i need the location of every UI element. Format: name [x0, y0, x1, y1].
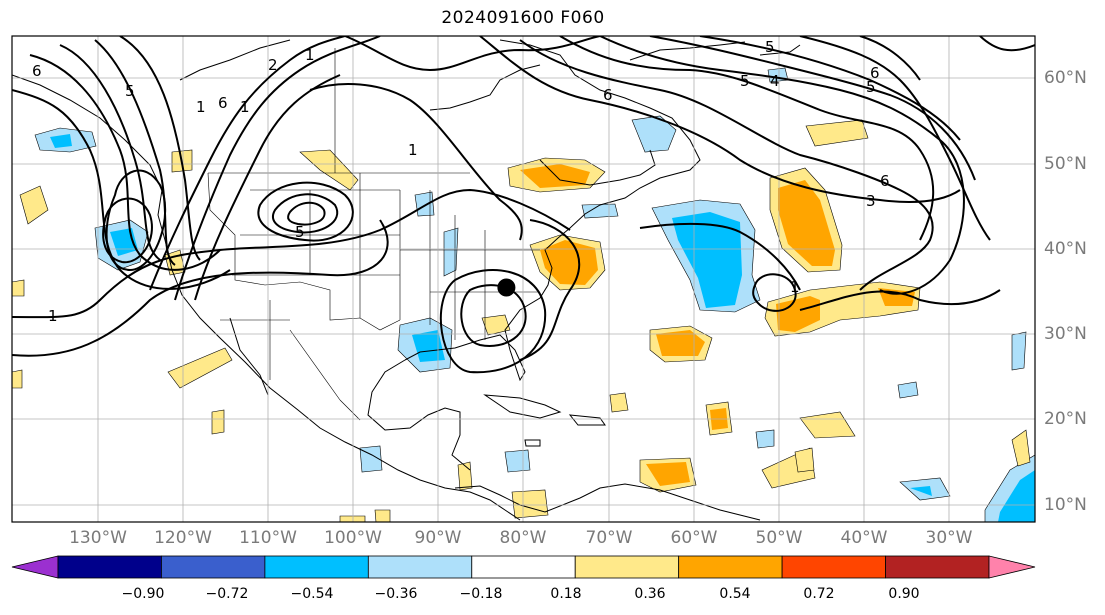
colorbar-tick-label: 0.54 [719, 586, 751, 602]
colorbar-tick-label: −0.18 [459, 586, 503, 602]
contour-label: 2 [268, 56, 278, 74]
lat-label: 50°N [1044, 154, 1087, 174]
colorbar-swatch [885, 555, 990, 579]
lat-label: 10°N [1044, 495, 1087, 515]
lat-label: 30°N [1044, 324, 1087, 344]
lon-label: 40°W [840, 528, 888, 548]
colorbar-swatch [161, 555, 266, 579]
colorbar [11, 555, 1036, 579]
colorbar-swatch [574, 555, 680, 579]
lat-label: 40°N [1044, 239, 1087, 259]
colorbar-tick-label: 0.36 [634, 586, 666, 602]
contour-label: 5 [125, 82, 135, 100]
colorbar-tick-label: −0.54 [290, 586, 334, 602]
colorbar-extend-min [11, 555, 59, 579]
colorbar-swatch [781, 555, 886, 579]
contour-label: 4 [770, 72, 780, 90]
colorbar-tick-label: −0.36 [374, 586, 418, 602]
coastlines [12, 39, 801, 521]
colorbar-tick-label: −0.72 [205, 586, 249, 602]
contour-label: 6 [32, 62, 42, 80]
lon-label: 110°W [239, 528, 297, 548]
map-title: 2024091600 F060 [441, 8, 605, 28]
colorbar-tick-label: 0.72 [803, 586, 835, 602]
contour-label: 1 [240, 98, 250, 116]
contour-label: 6 [218, 94, 228, 112]
lon-label: 60°W [670, 528, 718, 548]
contour-label: 1 [408, 141, 418, 159]
contour-label-group: 1 6 5 1 6 1 2 1 1 5 5 6 5 6 1 3 5 4 6 [32, 38, 890, 325]
colorbar-swatch [678, 555, 783, 579]
contour-label: 1 [305, 46, 315, 64]
contour-label: 1 [790, 278, 800, 296]
lat-label: 60°N [1044, 68, 1087, 88]
lon-label: 30°W [925, 528, 973, 548]
location-marker [497, 278, 516, 297]
lon-label: 100°W [324, 528, 382, 548]
map-frame [11, 35, 1036, 523]
contour-label: 1 [196, 98, 206, 116]
colorbar-swatch [471, 555, 576, 579]
colorbar-tick-label: 0.18 [550, 586, 582, 602]
lon-label: 90°W [414, 528, 462, 548]
contour-label: 5 [740, 72, 750, 90]
contour-label: 6 [603, 86, 613, 104]
lon-label: 80°W [499, 528, 547, 548]
lat-label: 20°N [1044, 409, 1087, 429]
lon-label: 70°W [585, 528, 633, 548]
lon-label: 130°W [69, 528, 127, 548]
colorbar-tick-label: 0.90 [888, 586, 920, 602]
colorbar-swatch [264, 555, 369, 579]
map-panel [12, 36, 1035, 522]
lon-label: 120°W [154, 528, 212, 548]
contour-label: 6 [870, 64, 880, 82]
contour-label: 5 [866, 78, 876, 96]
contour-label: 1 [48, 307, 58, 325]
contour-label: 3 [866, 192, 876, 210]
contour-label: 5 [295, 223, 305, 241]
colorbar-swatch [367, 555, 473, 579]
colorbar-tick-label: −0.90 [121, 586, 165, 602]
lon-label: 50°W [755, 528, 803, 548]
colorbar-extend-max [988, 555, 1036, 579]
contour-lines [12, 36, 1035, 374]
colorbar-swatch [57, 555, 162, 579]
contour-label: 5 [765, 38, 775, 56]
contour-label: 6 [880, 172, 890, 190]
